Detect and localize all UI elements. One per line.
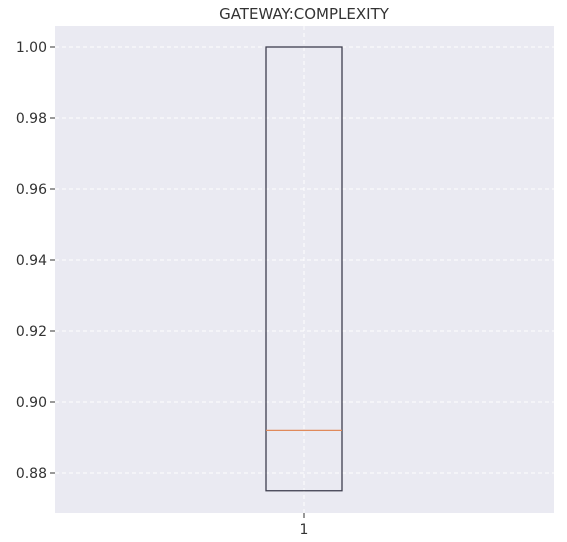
plot-area (55, 26, 554, 513)
y-tick-label: 0.88 (16, 466, 47, 482)
y-tick-label: 1.00 (16, 40, 47, 56)
y-tick-label: 0.96 (16, 182, 47, 198)
y-tick-label: 0.90 (16, 395, 47, 411)
y-tick-label: 0.94 (16, 253, 47, 269)
y-tick-label: 0.92 (16, 324, 47, 340)
box (265, 46, 343, 492)
chart-title: GATEWAY:COMPLEXITY (219, 5, 390, 23)
x-tick-label: 1 (300, 522, 309, 538)
box-layer (265, 46, 343, 492)
grid-lines (55, 26, 554, 513)
x-axis: 1 (300, 513, 309, 538)
y-tick-label: 0.98 (16, 111, 47, 127)
y-axis: 0.88 0.90 0.92 0.94 0.96 0.98 1.00 (16, 40, 55, 482)
